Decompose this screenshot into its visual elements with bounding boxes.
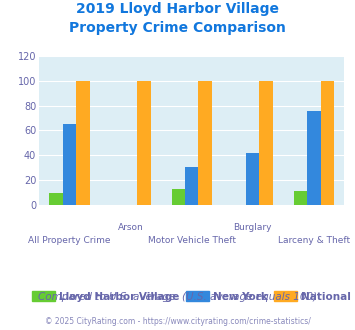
Bar bbox=[76, 81, 90, 205]
Bar bbox=[260, 81, 273, 205]
Bar bbox=[321, 81, 334, 205]
Bar bbox=[171, 188, 185, 205]
Text: 2019 Lloyd Harbor Village: 2019 Lloyd Harbor Village bbox=[76, 2, 279, 16]
Bar bbox=[185, 168, 198, 205]
Bar bbox=[49, 193, 63, 205]
Bar bbox=[307, 111, 321, 205]
Text: © 2025 CityRating.com - https://www.cityrating.com/crime-statistics/: © 2025 CityRating.com - https://www.city… bbox=[45, 317, 310, 326]
Bar bbox=[198, 81, 212, 205]
Text: Property Crime Comparison: Property Crime Comparison bbox=[69, 21, 286, 35]
Text: Arson: Arson bbox=[118, 223, 143, 232]
Text: Motor Vehicle Theft: Motor Vehicle Theft bbox=[148, 236, 236, 245]
Bar bbox=[246, 152, 260, 205]
Text: Compared to U.S. average. (U.S. average equals 100): Compared to U.S. average. (U.S. average … bbox=[38, 292, 317, 302]
Bar bbox=[137, 81, 151, 205]
Text: Burglary: Burglary bbox=[234, 223, 272, 232]
Bar bbox=[294, 191, 307, 205]
Legend: Lloyd Harbor Village, New York, National: Lloyd Harbor Village, New York, National bbox=[28, 287, 355, 306]
Bar bbox=[63, 124, 76, 205]
Text: Larceny & Theft: Larceny & Theft bbox=[278, 236, 350, 245]
Text: All Property Crime: All Property Crime bbox=[28, 236, 111, 245]
